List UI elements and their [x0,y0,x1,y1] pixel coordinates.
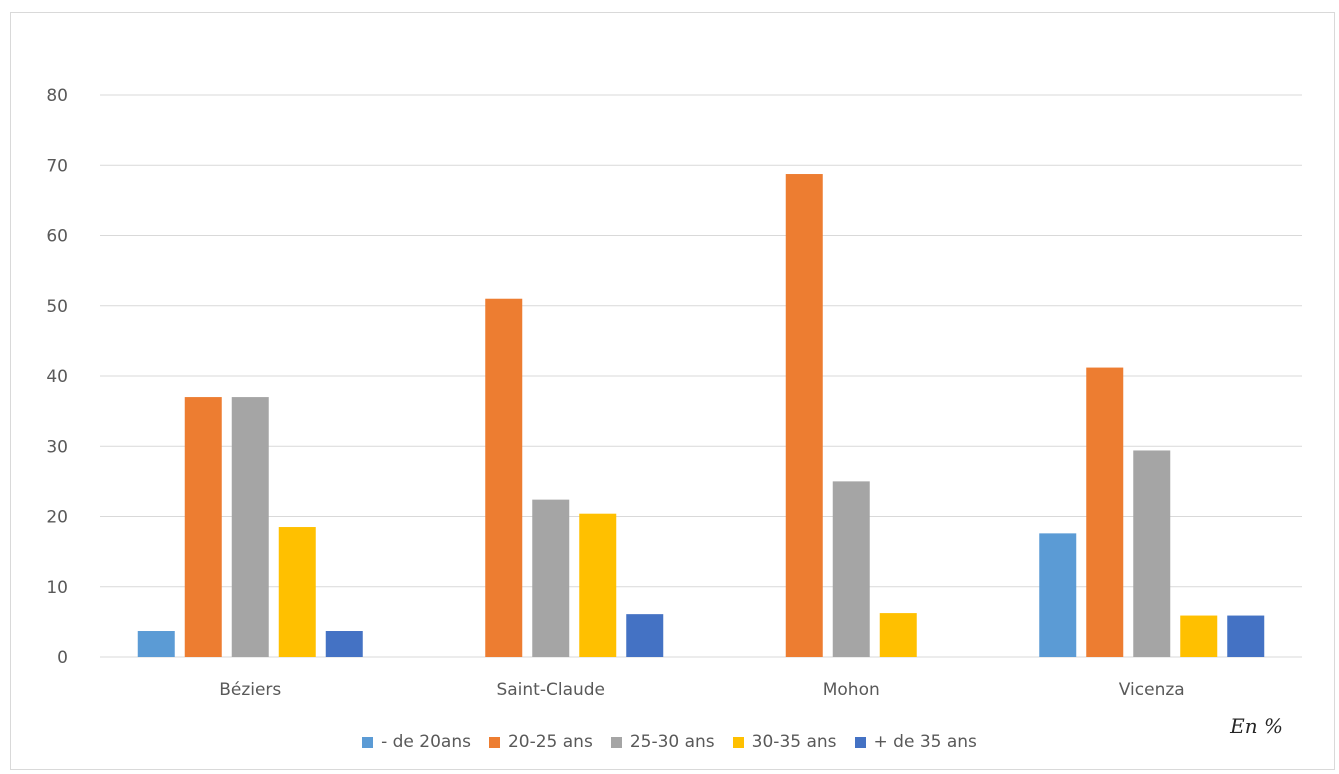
y-tick-label: 30 [46,437,68,457]
legend-label: 25-30 ans [629,732,715,752]
y-tick-label: 10 [46,578,68,598]
legend: - de 20ans 20-25 ans 25-30 ans 30-35 ans + d… [0,728,1339,756]
bar [1133,450,1171,657]
bar [1039,533,1077,657]
bar [579,513,617,657]
legend-label: - de 20ans [381,732,471,752]
x-axis-categories: Béziers Saint-Claude Mohon Vicenza [219,680,1184,700]
y-axis-ticks: 0 10 20 30 40 50 60 70 80 [46,86,68,668]
unit-label: En % [1230,714,1283,738]
bar [1086,367,1124,657]
legend-item: 20-25 ans [488,732,593,752]
bar [1227,615,1265,657]
legend-label: 30-35 ans [751,732,837,752]
bar [184,397,222,657]
y-tick-label: 70 [46,156,68,176]
legend-swatch [854,736,866,748]
bar [325,631,363,657]
x-category-label: Mohon [823,680,880,700]
legend-swatch [610,736,622,748]
legend-item: + de 35 ans [854,732,977,752]
x-category-label: Béziers [219,680,281,700]
legend-swatch [362,736,374,748]
bar [785,174,823,657]
x-category-label: Saint-Claude [496,680,605,700]
bar [278,527,316,657]
bar [1180,615,1218,657]
legend-item: - de 20ans [362,732,471,752]
legend-label: 20-25 ans [507,732,593,752]
bar [532,499,570,657]
y-tick-label: 20 [46,508,68,528]
legend-label: + de 35 ans [873,732,977,752]
bar [137,631,175,657]
y-tick-label: 60 [46,227,68,247]
bar [485,298,523,657]
bar [832,481,870,657]
legend-item: 30-35 ans [732,732,837,752]
legend-item: 25-30 ans [610,732,715,752]
bar [879,613,917,657]
bar [626,614,664,657]
y-tick-label: 40 [46,367,68,387]
bar [231,397,269,657]
legend-swatch [488,736,500,748]
bars [137,174,1265,657]
x-category-label: Vicenza [1119,680,1185,700]
y-tick-label: 50 [46,297,68,317]
legend-swatch [732,736,744,748]
y-tick-label: 80 [46,86,68,106]
y-tick-label: 0 [57,648,68,668]
